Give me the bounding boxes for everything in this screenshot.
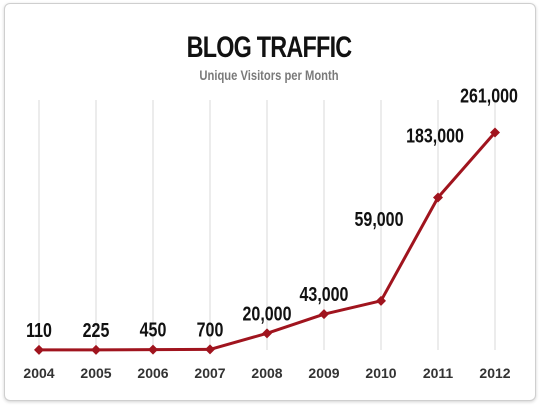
data-label: 110 [26, 319, 52, 341]
data-label: 450 [140, 319, 167, 341]
x-tick-label: 2008 [251, 365, 282, 381]
data-point [376, 295, 386, 306]
data-label: 225 [83, 319, 110, 341]
data-point [148, 344, 158, 355]
data-point [205, 344, 215, 355]
chart-subtitle: Unique Visitors per Month [199, 67, 339, 83]
data-point [319, 309, 329, 320]
x-tick-label: 2009 [308, 365, 339, 381]
x-tick-label: 2007 [194, 365, 225, 381]
data-label: 700 [197, 319, 224, 341]
x-tick-label: 2010 [365, 365, 396, 381]
data-label: 261,000 [460, 85, 518, 107]
x-tick-label: 2011 [423, 365, 454, 381]
x-tick-label: 2005 [80, 365, 111, 381]
data-point [34, 344, 44, 355]
chart-title: BLOG TRAFFIC [186, 31, 353, 64]
data-label: 59,000 [355, 208, 404, 230]
data-point [433, 192, 443, 203]
x-tick-label: 2004 [23, 365, 54, 381]
data-label: 43,000 [300, 283, 349, 305]
data-point [490, 127, 500, 138]
data-label: 183,000 [406, 125, 464, 147]
x-tick-label: 2006 [137, 365, 168, 381]
data-label: 20,000 [243, 303, 292, 325]
x-tick-label: 2012 [479, 365, 510, 381]
data-point [262, 328, 272, 339]
data-point [91, 344, 101, 355]
